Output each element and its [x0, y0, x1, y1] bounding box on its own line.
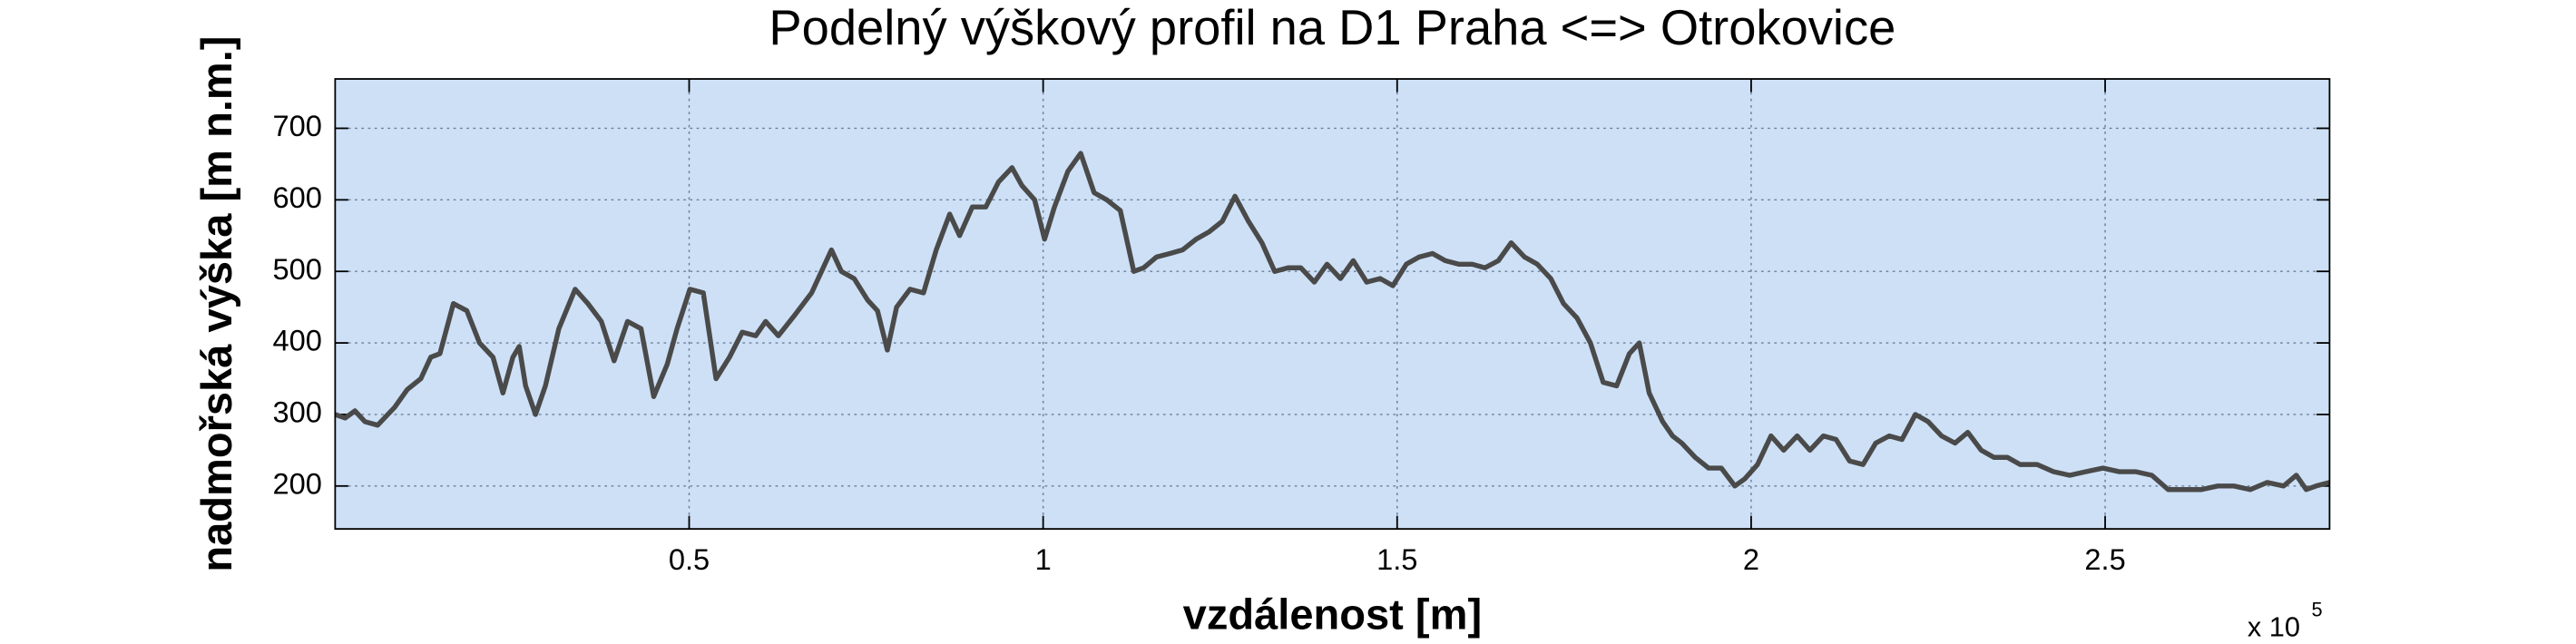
x-multiplier: x 10 [2248, 611, 2300, 643]
y-tick-label: 400 [273, 324, 322, 357]
plot-area: 200 300 400 500 600 700 0.5 1 1.5 2 2.5 [273, 78, 2331, 576]
profile-line [334, 151, 2331, 493]
y-axis-label: nadmořská výška [m n.m.] [192, 36, 240, 572]
x-axis-label: vzdálenost [m] [1183, 590, 1482, 638]
y-tick-label: 500 [273, 252, 322, 286]
y-tick-label: 200 [273, 466, 322, 500]
y-tick-label: 600 [273, 181, 322, 214]
x-tick-label: 0.5 [669, 542, 710, 576]
y-tick-label: 700 [273, 109, 322, 142]
x-tick-label: 2 [1743, 542, 1759, 576]
plot-frame [334, 78, 2331, 531]
x-tick-label: 2.5 [2084, 542, 2125, 576]
y-tick-label: 300 [273, 395, 322, 429]
x-multiplier-exponent: 5 [2311, 598, 2322, 620]
x-tick-label: 1 [1035, 542, 1052, 576]
x-tick-label: 1.5 [1376, 542, 1417, 576]
plot-background [335, 79, 2330, 530]
chart-title: Podelný výškový profil na D1 Praha <=> O… [769, 0, 1895, 55]
